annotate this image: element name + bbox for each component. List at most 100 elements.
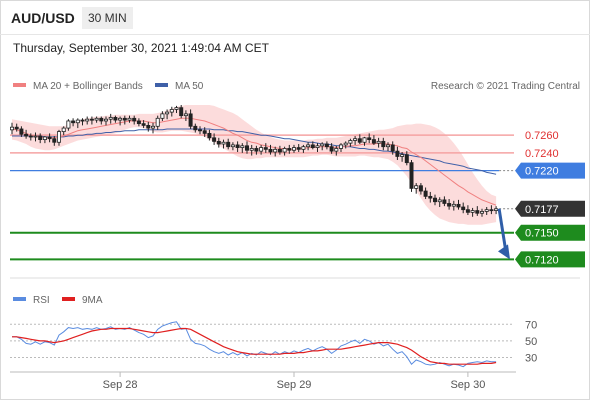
candle [437,197,442,208]
candle [376,137,381,148]
candle [296,144,301,153]
candle-body [494,208,499,211]
candle-body [296,147,301,150]
support-label: 0.7150 [525,228,559,240]
candle-body [24,133,29,137]
candle [160,111,165,121]
candle [9,122,14,135]
candle-body [348,140,353,144]
candle-body [14,126,19,130]
candle [244,141,249,154]
forecast-arrow [497,208,510,260]
candle [61,126,66,136]
candle [329,143,334,154]
candle-body [461,206,466,211]
candle [71,118,76,127]
candle-body [28,135,33,138]
ma20-legend-label: MA 20 + Bollinger Bands [33,81,143,92]
candle-body [447,203,452,207]
candle-body [183,113,188,117]
candle-body [291,147,296,151]
rsi-panel: 30 50 70 [10,319,537,368]
candle-body [329,146,334,152]
candle-body [385,144,390,148]
candle [301,144,306,153]
candle [207,129,212,141]
candle [183,110,188,121]
candle [338,143,343,153]
candle [277,145,282,155]
candle-body [263,147,268,150]
candle [418,183,423,195]
candle-body [381,140,386,148]
candle [409,160,414,192]
candle [99,116,104,125]
candle [348,138,353,147]
candle-body [38,135,43,140]
candle-body [414,185,419,189]
candle [179,105,184,119]
candle [423,187,428,200]
candle-body [400,154,405,157]
resistance-label: 0.7240 [525,148,559,160]
candle-body [9,126,14,131]
candle-body [61,127,66,133]
rsi-line [12,321,497,368]
candle [24,129,29,139]
candle [47,133,52,143]
candle [14,123,19,132]
candle-body [202,130,207,134]
candle-body [334,148,339,152]
candle-body [324,143,329,148]
candle [381,137,386,151]
bollinger-bands [12,105,497,225]
candle [197,126,202,135]
rsi-tick-label: 50 [525,336,537,348]
candle [353,136,358,145]
candle-body [169,109,174,113]
rsi-ma-legend-swatch [62,297,75,301]
candle-body [306,144,311,148]
candle-body [104,118,109,122]
timeframe-badge[interactable]: 30 MIN [82,7,133,29]
candle-body [418,185,423,192]
candle-body [89,118,94,121]
candle [42,136,47,144]
candle-body [207,132,212,139]
candle-body [451,203,456,207]
candle [287,144,292,154]
candle [465,205,470,215]
chart-header: AUD/USD 30 MIN [0,0,590,35]
candle [456,199,461,210]
candle-body [47,136,52,140]
candle [85,116,90,125]
support-label: 0.7120 [525,254,559,266]
candle-body [315,145,320,148]
candle [404,151,409,166]
candle-body [353,138,358,141]
candle-body [362,137,367,143]
candle [89,116,94,125]
candle-body [136,120,141,125]
candle [249,144,254,156]
ma50-legend-label: MA 50 [175,81,204,92]
candle-body [489,209,494,212]
candle-body [432,197,437,203]
candle [188,109,193,129]
candle-body [390,144,395,152]
last-price-label: 0.7177 [525,204,559,216]
candle-body [465,209,470,213]
rsi-ma-legend-label: 9MA [82,295,103,306]
candle-body [475,210,480,214]
ma20-line [11,117,497,206]
candle [75,118,80,129]
candle-body [193,125,198,131]
level-tags: 0.7260 0.7240 0.7220 0.7177 0.7150 0.7120 [515,130,585,268]
candle-body [230,144,235,148]
candle-body [216,140,221,145]
ma20-legend-swatch [13,83,26,87]
candle-body [33,135,38,138]
candle-body [371,139,376,144]
candle-body [174,107,179,110]
candle [362,136,367,146]
